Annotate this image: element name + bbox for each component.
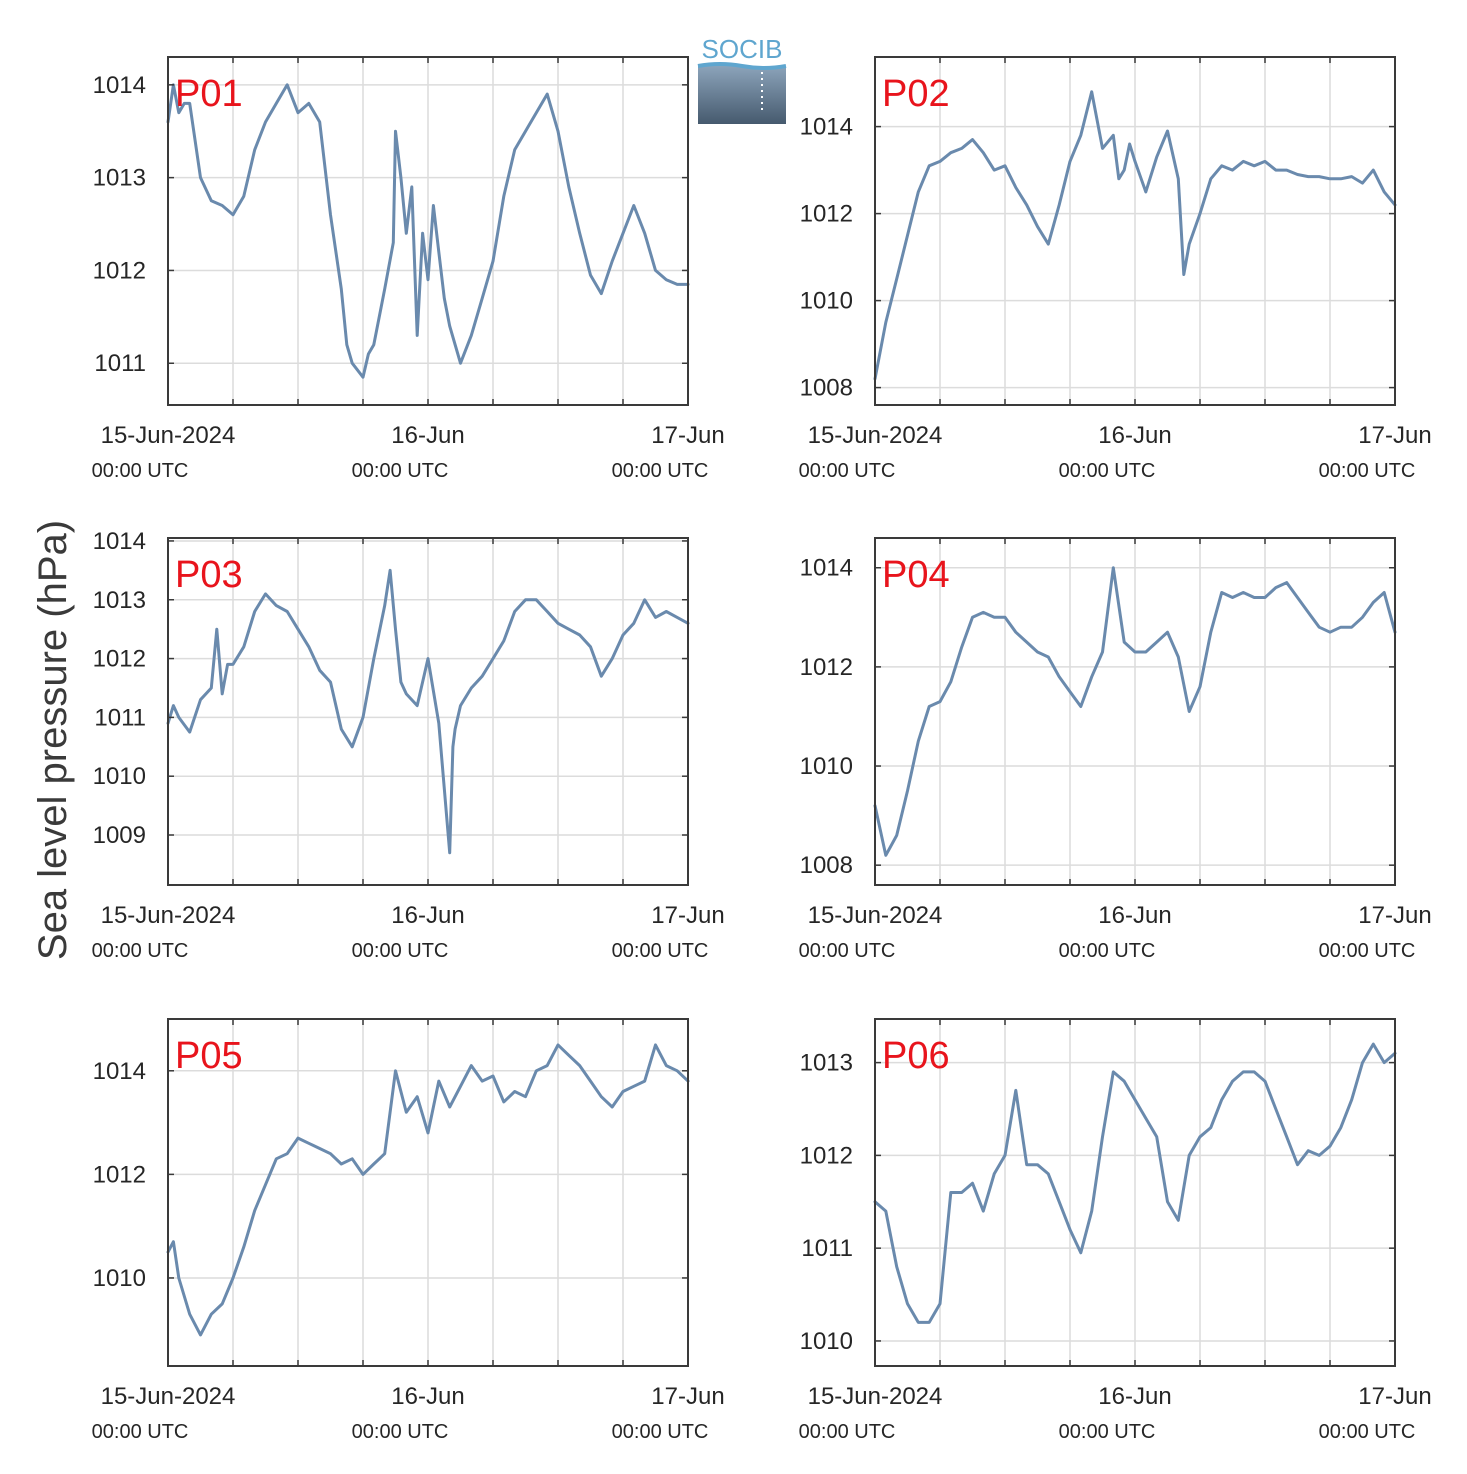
x-tick-label: 15-Jun-2024 <box>808 902 943 929</box>
socib-logo: SOCIB <box>697 34 787 124</box>
x-tick-sublabel: 00:00 UTC <box>799 460 896 482</box>
series-line <box>166 1043 690 1337</box>
y-tick-label: 1010 <box>93 1265 146 1292</box>
x-tick-label: 16-Jun <box>391 422 464 449</box>
y-tick-label: 1008 <box>800 852 853 879</box>
y-tick-label: 1008 <box>800 375 853 402</box>
series-line <box>873 566 1397 857</box>
y-tick-label: 1014 <box>93 1058 146 1085</box>
y-tick-label: 1012 <box>800 201 853 228</box>
y-tick-label: 1010 <box>800 753 853 780</box>
x-tick-sublabel: 00:00 UTC <box>612 460 709 482</box>
panels-group: 1011 1012 1013 1014 15-Jun-2024 00:00 UTC 16-J… <box>92 56 1432 1443</box>
x-tick-sublabel: 00:00 UTC <box>612 940 709 962</box>
station-label: P02 <box>882 73 950 115</box>
panel-p04: 1008 1010 1012 1014 15-Jun-2024 00:00 UTC 16-J… <box>799 537 1432 962</box>
x-tick-label: 15-Jun-2024 <box>101 902 236 929</box>
x-tick-label: 15-Jun-2024 <box>101 422 236 449</box>
x-tick-sublabel: 00:00 UTC <box>352 1421 449 1443</box>
x-tick-label: 16-Jun <box>1098 1383 1171 1410</box>
y-axis-label: Sea level pressure (hPa) <box>31 520 75 960</box>
y-tick-label: 1012 <box>800 654 853 681</box>
y-tick-label: 1014 <box>800 555 853 582</box>
x-tick-sublabel: 00:00 UTC <box>92 1421 189 1443</box>
x-tick-label: 16-Jun <box>1098 902 1171 929</box>
x-tick-label: 16-Jun <box>1098 422 1171 449</box>
panel-p01: 1011 1012 1013 1014 15-Jun-2024 00:00 UTC 16-J… <box>92 56 725 482</box>
x-tick-sublabel: 00:00 UTC <box>352 940 449 962</box>
station-label: P06 <box>882 1035 950 1077</box>
x-tick-sublabel: 00:00 UTC <box>1059 1421 1156 1443</box>
y-tick-label: 1011 <box>94 350 146 377</box>
x-tick-sublabel: 00:00 UTC <box>1059 460 1156 482</box>
x-tick-label: 17-Jun <box>1358 422 1431 449</box>
x-tick-sublabel: 00:00 UTC <box>352 460 449 482</box>
x-tick-sublabel: 00:00 UTC <box>1319 1421 1416 1443</box>
x-tick-sublabel: 00:00 UTC <box>799 940 896 962</box>
station-label: P04 <box>882 554 950 596</box>
x-tick-label: 15-Jun-2024 <box>808 1383 943 1410</box>
panel-p06: 1010 1011 1012 1013 15-Jun-2024 00:00 UTC 16-J… <box>799 1018 1432 1443</box>
x-tick-label: 16-Jun <box>391 902 464 929</box>
x-tick-sublabel: 00:00 UTC <box>1059 940 1156 962</box>
y-tick-label: 1010 <box>800 288 853 315</box>
y-tick-label: 1011 <box>94 704 146 731</box>
x-tick-label: 17-Jun <box>651 1383 724 1410</box>
x-tick-sublabel: 00:00 UTC <box>1319 460 1416 482</box>
x-tick-label: 17-Jun <box>1358 902 1431 929</box>
y-tick-label: 1014 <box>800 114 853 141</box>
y-tick-label: 1012 <box>93 646 146 673</box>
panel-p02: 1008 1010 1012 1014 15-Jun-2024 00:00 UTC 16-J… <box>799 56 1432 482</box>
y-tick-label: 1013 <box>800 1050 853 1077</box>
y-tick-label: 1012 <box>93 257 146 284</box>
x-tick-label: 16-Jun <box>391 1383 464 1410</box>
logo-water-block <box>698 64 786 124</box>
station-label: P01 <box>175 73 243 115</box>
y-tick-label: 1010 <box>93 763 146 790</box>
series-line <box>166 83 690 379</box>
x-tick-label: 15-Jun-2024 <box>808 422 943 449</box>
y-tick-label: 1012 <box>800 1142 853 1169</box>
series-line <box>873 90 1397 381</box>
y-tick-label: 1014 <box>93 72 146 99</box>
series-line <box>166 568 690 855</box>
x-tick-sublabel: 00:00 UTC <box>92 460 189 482</box>
panel-p05: 1010 1012 1014 15-Jun-2024 00:00 UTC 16-Jun 00… <box>92 1018 725 1443</box>
x-tick-label: 17-Jun <box>651 422 724 449</box>
x-tick-label: 17-Jun <box>651 902 724 929</box>
x-tick-label: 15-Jun-2024 <box>101 1383 236 1410</box>
x-tick-label: 17-Jun <box>1358 1383 1431 1410</box>
panel-p03: 1009 1010 1011 1012 1013 1014 15-Jun-2024 00:00… <box>92 528 725 962</box>
y-tick-label: 1009 <box>93 822 146 849</box>
series-line <box>873 1042 1397 1324</box>
y-tick-label: 1012 <box>93 1161 146 1188</box>
station-label: P03 <box>175 554 243 596</box>
y-tick-label: 1014 <box>93 528 146 555</box>
logo-wave <box>697 62 787 70</box>
socib-logo-text: SOCIB <box>702 34 783 64</box>
x-tick-sublabel: 00:00 UTC <box>799 1421 896 1443</box>
y-tick-label: 1010 <box>800 1328 853 1355</box>
x-tick-sublabel: 00:00 UTC <box>1319 940 1416 962</box>
y-tick-label: 1013 <box>93 165 146 192</box>
y-tick-label: 1013 <box>93 587 146 614</box>
station-label: P05 <box>175 1035 243 1077</box>
x-tick-sublabel: 00:00 UTC <box>92 940 189 962</box>
x-tick-sublabel: 00:00 UTC <box>612 1421 709 1443</box>
y-tick-label: 1011 <box>801 1235 853 1262</box>
